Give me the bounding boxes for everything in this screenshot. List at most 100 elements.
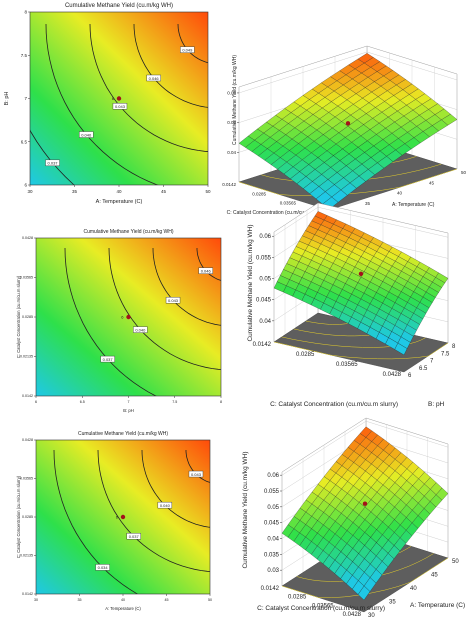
z-tick-label: 0.05	[227, 120, 236, 125]
y-tick-label: 0.0285	[252, 191, 266, 196]
z-tick-label: 0.06	[267, 473, 279, 479]
y-tick-label: 0.0285	[296, 352, 315, 358]
x-tick-label: 50	[208, 598, 212, 602]
x-tick-label: 6.5	[419, 366, 428, 372]
design-point-label: 6	[116, 515, 119, 520]
surface-plot-6: 0.03 0.035 0.04 0.045 0.05 0.055 0.06 30 35 40 45 5…	[242, 417, 465, 619]
y-tick-label: 0.0428	[22, 236, 33, 240]
x-tick-label: 50	[205, 189, 211, 194]
contour-plot-3: 0.037 0.040 0.043 0.046 6 Cumulative Methane …	[16, 229, 222, 413]
contour-label: 0.034	[98, 565, 109, 570]
z-tick-label: 0.045	[264, 521, 280, 527]
contour-label: 0.040	[160, 503, 171, 508]
contour-label: 0.043	[115, 104, 126, 109]
contour-line	[108, 247, 221, 370]
z-tick-label: 0.03	[267, 568, 279, 574]
y-tick-label: 0.02135	[20, 554, 33, 558]
y-tick-label: 8	[24, 10, 27, 15]
z-tick-label: 0.04	[267, 537, 279, 543]
contour-label: 0.046	[201, 269, 212, 274]
x-axis-label: A: Temperature (C)	[105, 606, 141, 611]
contour-label-box	[45, 159, 60, 167]
contour-label-box	[165, 296, 181, 304]
y-tick-label: 0.0142	[253, 342, 272, 348]
y-axis-label: C: Catalyst Concentration (cu.m/cu.m slu…	[257, 605, 385, 612]
y-tick-label: 0.02135	[20, 355, 33, 359]
contour-label: 0.037	[103, 357, 114, 362]
x-tick-label: 7.5	[172, 400, 177, 404]
x-tick-label: 30	[27, 189, 33, 194]
x-tick-label: 7.5	[441, 351, 450, 357]
contour-label-box	[95, 564, 110, 571]
z-tick-label: 0.055	[264, 489, 280, 495]
contour-label-box	[112, 103, 128, 110]
y-axis-label: C: Catalyst Concentration (cu.m/cu.m slu…	[16, 275, 21, 358]
z-axis-label: Cumulative Methane Yield (cu.m/kg WH)	[247, 224, 254, 341]
x-tick-label: 40	[397, 191, 403, 196]
z-tick-label: 0.04	[259, 319, 271, 325]
surface-cell	[394, 342, 408, 356]
contour-label: 0.040	[135, 327, 146, 332]
contour-label: 0.040	[81, 132, 92, 137]
chart-title: Cumulative Methane Yield (cu.m/kg WH)	[78, 431, 168, 437]
y-tick-label: 0.0285	[22, 315, 33, 319]
x-tick-label: 7	[430, 359, 434, 365]
x-tick-label: 45	[161, 189, 167, 194]
x-tick-label: 6.5	[80, 400, 85, 404]
design-point	[116, 96, 122, 101]
y-tick-label: 0.0142	[261, 586, 280, 592]
contour-label: 0.037	[48, 161, 59, 166]
y-tick-label: 0.03565	[280, 201, 297, 206]
surface-plot-4: 0.04 0.045 0.05 0.055 0.06 6 6.57 7.58 0.0142 0.0…	[247, 202, 456, 408]
y-axis-label: C: Catalyst Concentration (cu.m/cu.m slu…	[270, 401, 398, 408]
x-tick-label: 35	[389, 600, 396, 606]
y-tick-label: 0.03565	[336, 362, 358, 368]
y-tick-label: 0.0428	[343, 612, 362, 618]
contour-line	[64, 247, 157, 396]
x-tick-label: 30	[34, 598, 38, 602]
design-point-label: 6	[121, 315, 124, 320]
z-tick-label: 0.05	[267, 505, 279, 511]
surface-plot-2: 0.040.050.0630354045500.01420.02850.0356…	[222, 45, 467, 216]
contour-label-box	[157, 501, 173, 509]
x-tick-label: 40	[116, 189, 122, 194]
contour-line	[133, 23, 208, 108]
contour-label: 0.046	[149, 76, 160, 81]
contour-plot-1: 0.037 0.040 0.043 0.046 0.049 6 Cumulative Met…	[4, 3, 211, 205]
contour-label: 0.049	[182, 48, 193, 53]
x-tick-label: 50	[461, 170, 467, 175]
x-tick-label: 8	[452, 344, 456, 350]
y-tick-label: 7	[24, 96, 27, 101]
contour-label: 0.043	[168, 298, 179, 303]
y-tick-label: 0.0285	[22, 515, 33, 519]
design-point	[358, 271, 364, 277]
contour-plot-5: 0.034 0.037 0.040 0.043 6 Cumulative Methane …	[16, 431, 212, 611]
y-axis-label: C: Catalyst Concentration (cu.m/cu.m slu…	[227, 210, 326, 216]
x-tick-label: 6	[408, 373, 412, 379]
design-point	[362, 501, 368, 506]
x-axis-label: A: Temperature (C)	[392, 202, 435, 208]
y-tick-label: 0.03565	[20, 276, 33, 280]
z-axis-label: Cumulative Methane Yield (cu.m/kg WH)	[242, 451, 249, 568]
x-tick-label: 35	[72, 189, 78, 194]
surface-cell	[357, 585, 371, 601]
chart-title: Cumulative Methane Yield (cu.m/kg WH)	[65, 3, 173, 9]
x-tick-label: 6	[35, 400, 37, 404]
design-point	[345, 121, 351, 126]
floor-contour	[273, 341, 449, 360]
y-axis-label: C: Catalyst Concentration (cu.m/cu.m slu…	[16, 475, 21, 558]
x-tick-label: 35	[365, 201, 371, 206]
design-point	[126, 314, 131, 320]
contour-label-box	[180, 46, 195, 53]
x-tick-label: 40	[121, 598, 125, 602]
z-tick-label: 0.04	[227, 150, 236, 155]
y-tick-label: 6.5	[21, 139, 28, 144]
y-tick-label: 0.0428	[22, 438, 33, 442]
z-tick-label: 0.045	[256, 298, 272, 304]
design-point	[120, 514, 126, 520]
y-tick-label: 6	[24, 183, 27, 188]
x-tick-label: 7	[128, 400, 130, 404]
contour-label-box	[188, 470, 204, 478]
x-tick-label: 40	[410, 586, 417, 592]
